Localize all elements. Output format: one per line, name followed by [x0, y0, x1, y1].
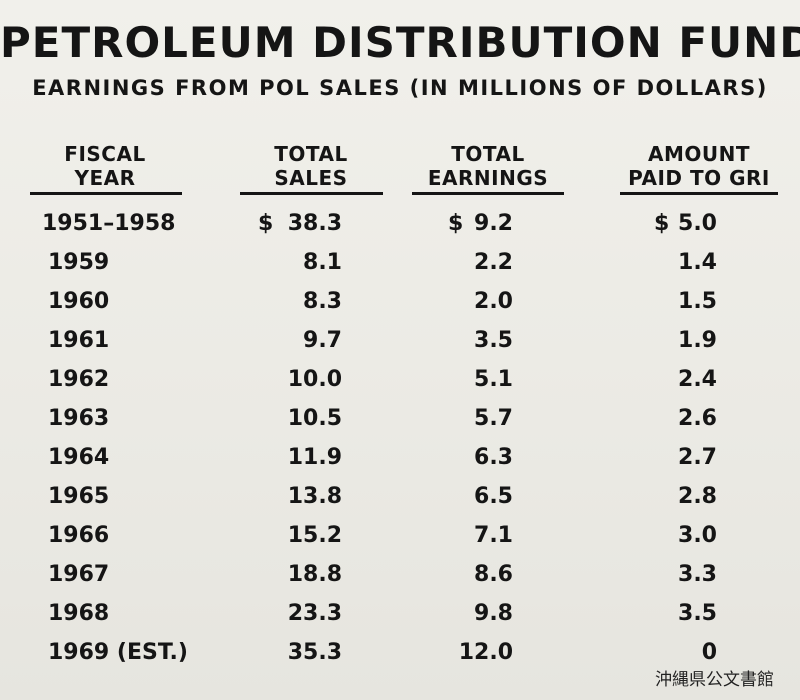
header-rule — [240, 192, 383, 195]
archive-stamp: 沖縄県公文書館 — [655, 670, 774, 690]
cell-total-earnings: 5.1 — [474, 367, 513, 392]
cell-amount-paid: 5.0 — [678, 211, 717, 236]
table-row: 1959 8.1 2.2 1.4 — [0, 243, 800, 282]
header-total-earnings: TOTAL EARNINGS — [427, 142, 549, 190]
currency-symbol: $ — [258, 211, 274, 236]
cell-fiscal-year: 1964 — [48, 445, 110, 470]
cell-total-sales: 35.3 — [287, 640, 342, 665]
cell-fiscal-year: 1969 (EST.) — [48, 640, 188, 665]
table-row: 1966 15.2 7.1 3.0 — [0, 516, 800, 555]
cell-amount-paid: 3.0 — [678, 523, 717, 548]
cell-fiscal-year: 1962 — [48, 367, 110, 392]
cell-total-sales: 10.0 — [287, 367, 342, 392]
cell-amount-paid: 1.5 — [678, 289, 717, 314]
table-row: 1951–1958 38.3 9.2 5.0 $ $ $ — [0, 204, 800, 243]
cell-amount-paid: 2.6 — [678, 406, 717, 431]
header-amount-paid: AMOUNT PAID TO GRI — [628, 142, 770, 190]
cell-amount-paid: 2.7 — [678, 445, 717, 470]
document-title: PETROLEUM DISTRIBUTION FUND — [0, 18, 800, 67]
cell-amount-paid: 2.4 — [678, 367, 717, 392]
table-row: 1969 (EST.) 35.3 12.0 0 — [0, 633, 800, 672]
cell-total-earnings: 6.5 — [474, 484, 513, 509]
header-rule — [30, 192, 182, 195]
cell-total-sales: 9.7 — [303, 328, 342, 353]
cell-total-earnings: 6.3 — [474, 445, 513, 470]
cell-fiscal-year: 1963 — [48, 406, 110, 431]
cell-fiscal-year: 1951–1958 — [42, 211, 176, 236]
cell-total-sales: 10.5 — [287, 406, 342, 431]
cell-fiscal-year: 1959 — [48, 250, 110, 275]
header-rule — [412, 192, 564, 195]
cell-total-earnings: 8.6 — [474, 562, 513, 587]
document-subtitle: EARNINGS FROM POL SALES (IN MILLIONS OF … — [32, 76, 768, 100]
cell-total-sales: 11.9 — [287, 445, 342, 470]
table-row: 1963 10.5 5.7 2.6 — [0, 399, 800, 438]
cell-amount-paid: 0 — [701, 640, 717, 665]
cell-total-earnings: 9.8 — [474, 601, 513, 626]
table-row: 1962 10.0 5.1 2.4 — [0, 360, 800, 399]
cell-total-sales: 23.3 — [287, 601, 342, 626]
cell-amount-paid: 3.5 — [678, 601, 717, 626]
cell-total-sales: 13.8 — [287, 484, 342, 509]
table-row: 1960 8.3 2.0 1.5 — [0, 282, 800, 321]
currency-symbol: $ — [654, 211, 670, 236]
cell-total-sales: 15.2 — [287, 523, 342, 548]
header-fiscal-year: FISCAL YEAR — [64, 142, 146, 190]
cell-total-earnings: 2.0 — [474, 289, 513, 314]
cell-fiscal-year: 1961 — [48, 328, 110, 353]
cell-amount-paid: 1.9 — [678, 328, 717, 353]
table-row: 1964 11.9 6.3 2.7 — [0, 438, 800, 477]
table-row: 1965 13.8 6.5 2.8 — [0, 477, 800, 516]
header-rule — [620, 192, 778, 195]
cell-amount-paid: 1.4 — [678, 250, 717, 275]
cell-total-earnings: 12.0 — [458, 640, 513, 665]
table-row: 1961 9.7 3.5 1.9 — [0, 321, 800, 360]
cell-total-earnings: 2.2 — [474, 250, 513, 275]
cell-total-sales: 38.3 — [287, 211, 342, 236]
currency-symbol: $ — [448, 211, 464, 236]
cell-total-sales: 8.1 — [303, 250, 342, 275]
cell-amount-paid: 3.3 — [678, 562, 717, 587]
cell-total-earnings: 9.2 — [474, 211, 513, 236]
cell-fiscal-year: 1965 — [48, 484, 110, 509]
cell-total-earnings: 3.5 — [474, 328, 513, 353]
cell-total-sales: 8.3 — [303, 289, 342, 314]
cell-total-earnings: 7.1 — [474, 523, 513, 548]
cell-amount-paid: 2.8 — [678, 484, 717, 509]
cell-total-sales: 18.8 — [287, 562, 342, 587]
header-total-sales: TOTAL SALES — [274, 142, 348, 190]
cell-fiscal-year: 1960 — [48, 289, 110, 314]
cell-fiscal-year: 1968 — [48, 601, 110, 626]
cell-fiscal-year: 1967 — [48, 562, 110, 587]
table-row: 1968 23.3 9.8 3.5 — [0, 594, 800, 633]
cell-fiscal-year: 1966 — [48, 523, 110, 548]
cell-total-earnings: 5.7 — [474, 406, 513, 431]
table-row: 1967 18.8 8.6 3.3 — [0, 555, 800, 594]
